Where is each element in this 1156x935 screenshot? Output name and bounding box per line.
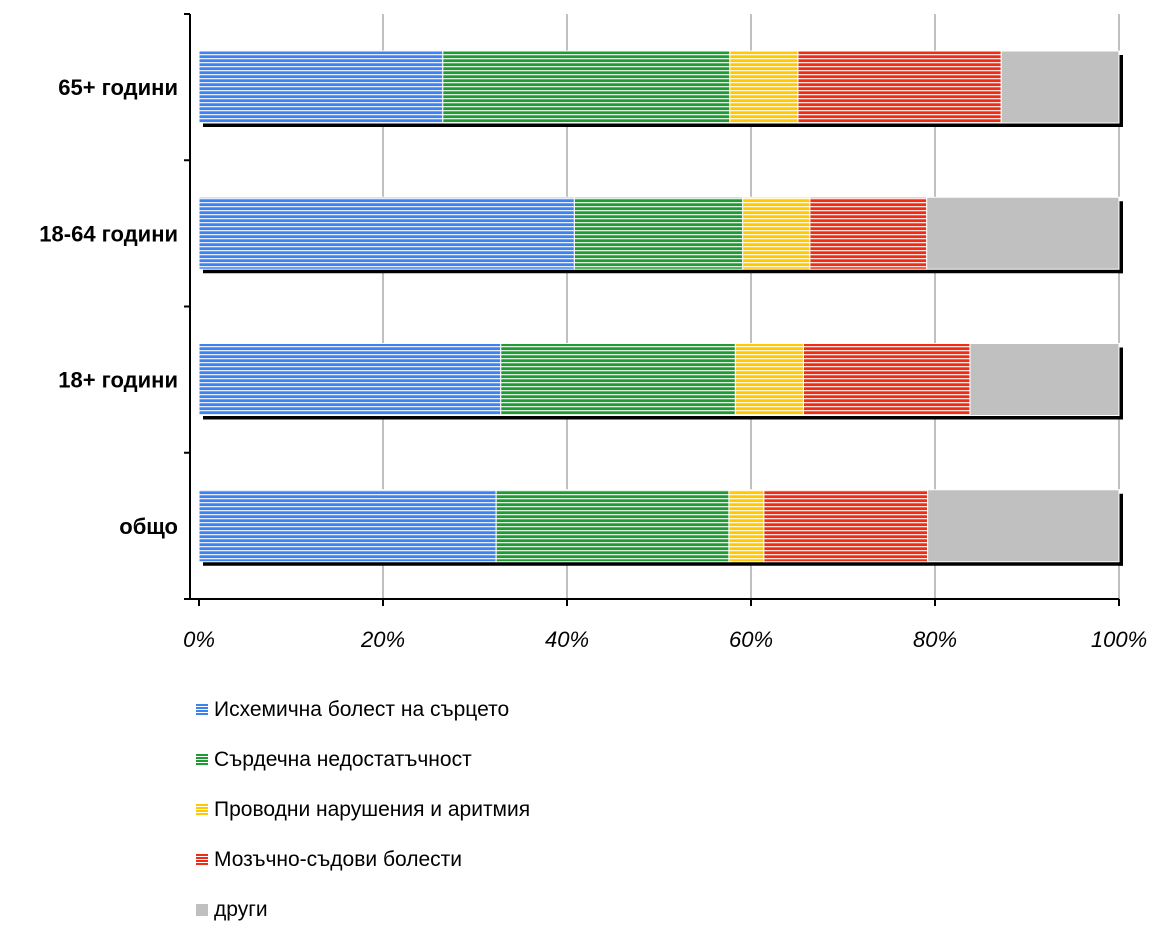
legend-label: Проводни нарушения и аритмия xyxy=(214,798,531,821)
legend-item: Сърдечна недостатъчност xyxy=(196,735,530,785)
bars xyxy=(198,50,1123,566)
bar-shadow-bottom xyxy=(203,415,1123,420)
legend-swatch xyxy=(196,804,208,816)
legend-label: Мозъчно-съдови болести xyxy=(214,848,462,871)
bar-shadow-right xyxy=(1119,55,1123,127)
bar-segment xyxy=(198,343,502,416)
legend-label: Сърдечна недостатъчност xyxy=(214,748,472,771)
category-label: 18-64 години xyxy=(39,221,178,246)
legend-swatch xyxy=(196,854,208,866)
bar-segment xyxy=(802,343,971,416)
x-tick-label: 80% xyxy=(913,627,957,652)
bar-shadow-bottom xyxy=(203,123,1123,127)
x-tick-label: 60% xyxy=(729,627,773,652)
bar-segment xyxy=(809,196,928,270)
bar-segment xyxy=(198,489,497,563)
bar-segment xyxy=(500,343,736,416)
legend-label: други xyxy=(214,898,268,921)
stacked-bar-chart: 65+ години 18-64 години 18+ години общо 0% 20… xyxy=(39,13,1147,652)
bar-segment xyxy=(442,50,731,124)
bar-segment xyxy=(734,343,804,416)
bar-segment xyxy=(763,489,929,563)
bar-segment xyxy=(573,196,744,270)
bar-shadow-right xyxy=(1119,201,1123,274)
x-tick-label: 20% xyxy=(360,627,405,652)
category-label: 65+ години xyxy=(58,75,178,100)
x-tick-label: 100% xyxy=(1091,627,1147,652)
axes xyxy=(184,13,1120,606)
bar-segment xyxy=(742,196,811,270)
legend-item: други xyxy=(196,885,530,935)
legend-label: Исхемична болест на сърцето xyxy=(214,698,510,721)
legend-item: Мозъчно-съдови болести xyxy=(196,835,530,885)
bar-shadow-right xyxy=(1119,493,1123,566)
legend: Исхемична болест на сърцето Сърдечна недо… xyxy=(196,685,530,935)
category-label: 18+ години xyxy=(58,368,178,393)
bar-segment xyxy=(729,50,799,124)
legend-swatch xyxy=(196,904,208,916)
bar-segment xyxy=(198,196,575,270)
x-tick-label: 40% xyxy=(545,627,589,652)
bar-segment xyxy=(728,489,765,563)
bar-segment xyxy=(927,489,1120,563)
bar-segment xyxy=(495,489,730,563)
bar-segment xyxy=(1000,50,1120,124)
legend-item: Исхемична болест на сърцето xyxy=(196,685,530,735)
x-tick-label: 0% xyxy=(183,627,215,652)
bar-segment xyxy=(797,50,1002,124)
legend-swatch xyxy=(196,704,208,716)
bar-segment xyxy=(969,343,1120,416)
legend-item: Проводни нарушения и аритмия xyxy=(196,785,530,835)
bar-shadow-bottom xyxy=(203,561,1123,566)
bar-shadow-right xyxy=(1119,347,1123,420)
category-label: общо xyxy=(119,514,178,539)
bar-segment xyxy=(198,50,444,124)
labels: 65+ години 18-64 години 18+ години общо 0% 20… xyxy=(39,75,1147,652)
bar-segment xyxy=(926,196,1120,270)
bar-shadow-bottom xyxy=(203,269,1123,274)
legend-swatch xyxy=(196,754,208,766)
